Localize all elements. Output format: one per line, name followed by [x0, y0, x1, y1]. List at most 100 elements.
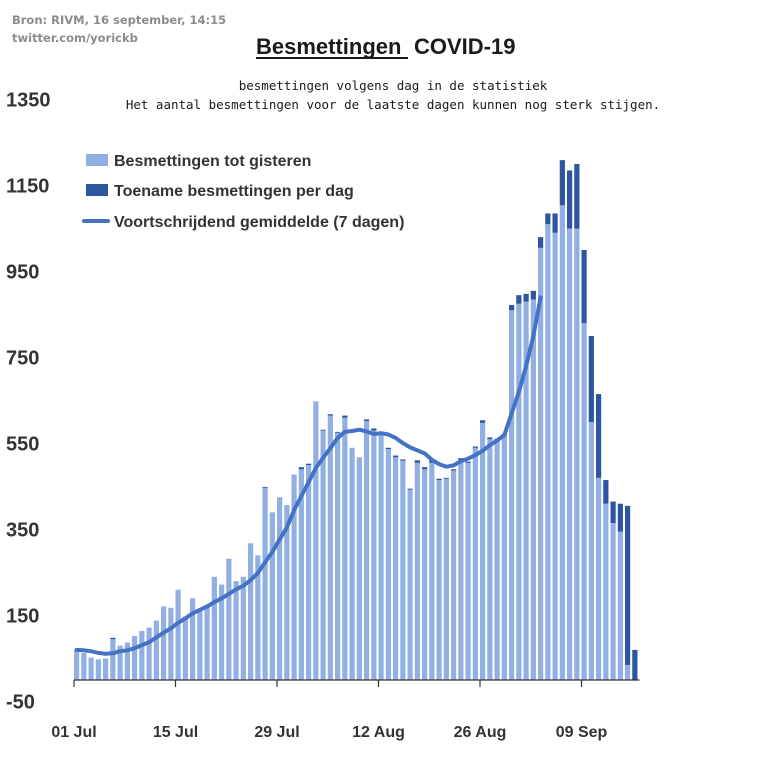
bar-toename	[298, 467, 304, 470]
bar-tot-gisteren	[153, 620, 159, 680]
bar-tot-gisteren	[182, 616, 188, 680]
bar-toename	[552, 213, 558, 233]
bar-toename	[371, 428, 377, 431]
bar-tot-gisteren	[603, 503, 609, 680]
bar-tot-gisteren	[81, 652, 87, 680]
bar-tot-gisteren	[190, 598, 196, 680]
bar-tot-gisteren	[472, 447, 478, 680]
source-link: twitter.com/yorickb	[12, 31, 138, 45]
legend-swatch-light	[86, 154, 108, 166]
bar-toename	[342, 415, 348, 418]
bar-tot-gisteren	[269, 512, 275, 680]
chart-subtitle-2: Het aantal besmettingen voor de laatste …	[126, 97, 660, 112]
bar-tot-gisteren	[588, 422, 594, 680]
bar-tot-gisteren	[132, 636, 138, 680]
bar-tot-gisteren	[617, 531, 623, 680]
bar-tot-gisteren	[161, 606, 167, 680]
bar-toename	[603, 480, 609, 504]
bar-toename	[262, 486, 268, 488]
y-tick-label: 150	[6, 606, 39, 628]
bar-toename	[632, 649, 638, 680]
bar-toename	[480, 420, 486, 423]
bar-toename	[400, 459, 406, 461]
y-tick-label: 550	[6, 434, 39, 456]
bar-tot-gisteren	[530, 299, 536, 680]
bar-tot-gisteren	[407, 489, 413, 680]
bar-tot-gisteren	[494, 440, 500, 680]
bar-tot-gisteren	[240, 576, 246, 680]
bar-tot-gisteren	[509, 310, 515, 680]
bar-tot-gisteren	[298, 469, 304, 680]
bar-tot-gisteren	[371, 430, 377, 680]
x-tick-label: 29 Jul	[254, 724, 299, 741]
bar-tot-gisteren	[335, 432, 341, 680]
x-tick-label: 26 Aug	[454, 724, 507, 741]
bar-tot-gisteren	[574, 228, 580, 680]
moving-average-series	[74, 295, 543, 656]
bar-tot-gisteren	[552, 232, 558, 681]
bar-toename	[385, 447, 391, 450]
bar-toename	[443, 477, 449, 479]
bar-tot-gisteren	[320, 430, 326, 680]
bar-tot-gisteren	[327, 415, 333, 680]
x-tick-label: 01 Jul	[51, 724, 96, 741]
legend: Besmettingen tot gisteren Toename besmet…	[82, 153, 404, 231]
bar-tot-gisteren	[356, 457, 362, 680]
bar-tot-gisteren	[255, 555, 261, 680]
bar-toename	[596, 394, 602, 478]
bar-toename	[523, 293, 529, 302]
x-axis: 01 Jul 15 Jul 29 Jul 12 Aug 26 Aug 09 Sep	[51, 679, 640, 741]
bar-tot-gisteren	[436, 480, 442, 680]
bar-tot-gisteren	[458, 459, 464, 680]
bar-tot-gisteren	[103, 658, 109, 680]
bar-tot-gisteren	[277, 497, 283, 680]
bar-toename	[538, 237, 544, 248]
bar-tot-gisteren	[110, 639, 116, 680]
bar-tot-gisteren	[197, 609, 203, 680]
bar-tot-gisteren	[429, 462, 435, 680]
bar-tot-gisteren	[306, 465, 312, 680]
bar-tot-gisteren	[204, 606, 210, 680]
bar-tot-gisteren	[559, 205, 565, 680]
bar-toename	[422, 467, 428, 470]
bar-tot-gisteren	[501, 434, 507, 680]
bar-tot-gisteren	[342, 417, 348, 680]
bar-series	[74, 160, 638, 681]
y-tick-label: 1150	[6, 176, 49, 198]
y-axis: -50 150 350 550 750 950 1150 1350	[6, 90, 51, 714]
bar-tot-gisteren	[422, 469, 428, 680]
bar-tot-gisteren	[465, 462, 471, 680]
bar-toename	[306, 463, 312, 465]
bar-tot-gisteren	[74, 650, 80, 680]
legend-label-tot-gisteren: Besmettingen tot gisteren	[114, 153, 311, 170]
bar-tot-gisteren	[545, 224, 551, 680]
bar-tot-gisteren	[313, 401, 319, 680]
bar-toename	[327, 414, 333, 416]
bar-tot-gisteren	[567, 228, 573, 680]
bar-tot-gisteren	[168, 607, 174, 680]
bar-tot-gisteren	[400, 460, 406, 680]
chart-title: COVID-19	[414, 34, 515, 59]
bar-tot-gisteren	[443, 478, 449, 680]
bar-tot-gisteren	[480, 422, 486, 680]
bar-tot-gisteren	[610, 523, 616, 680]
bar-toename	[625, 505, 631, 665]
bar-tot-gisteren	[226, 558, 232, 680]
bar-toename	[530, 290, 536, 300]
bar-tot-gisteren	[146, 627, 152, 680]
source-line: Bron: RIVM, 16 september, 14:15	[12, 13, 226, 27]
bar-tot-gisteren	[88, 657, 94, 680]
bar-tot-gisteren	[451, 470, 457, 680]
legend-label-gemiddelde: Voortschrijdend gemiddelde (7 dagen)	[114, 214, 404, 231]
bar-toename	[414, 460, 420, 463]
bar-tot-gisteren	[117, 645, 123, 680]
bar-tot-gisteren	[211, 576, 217, 680]
bar-toename	[472, 446, 478, 448]
y-tick-label: 350	[6, 520, 39, 542]
bar-toename	[465, 461, 471, 463]
bar-tot-gisteren	[414, 462, 420, 680]
bar-tot-gisteren	[625, 664, 631, 680]
bar-toename	[320, 429, 326, 431]
bar-toename	[581, 250, 587, 324]
